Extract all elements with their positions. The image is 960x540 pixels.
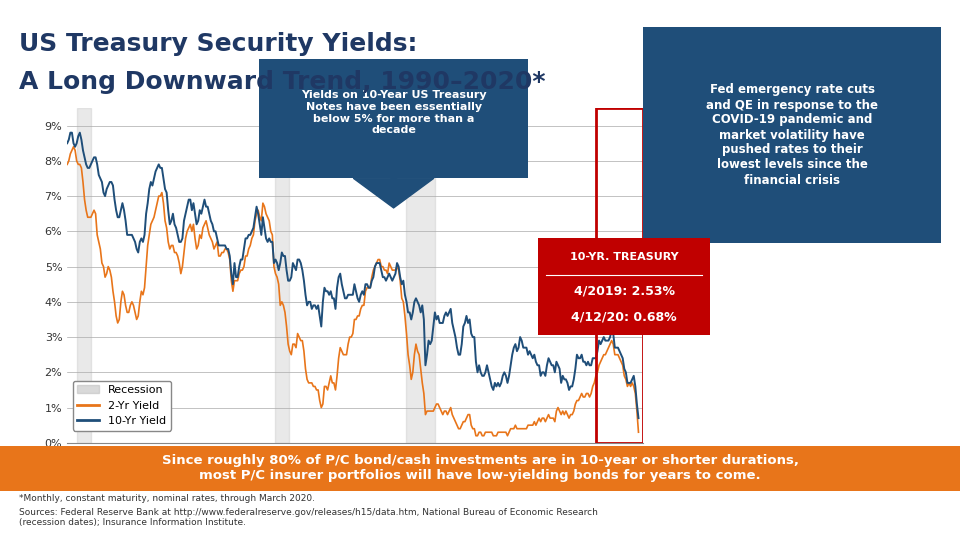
Text: 10-YR. TREASURY: 10-YR. TREASURY [569, 252, 679, 262]
Text: 4/12/20: 0.68%: 4/12/20: 0.68% [571, 311, 677, 324]
Bar [275, 108, 289, 443]
Polygon shape [353, 178, 434, 208]
Text: US Treasury Security Yields:: US Treasury Security Yields: [19, 32, 418, 56]
Text: Sources: Federal Reserve Bank at http://www.federalreserve.gov/releases/h15/data: Sources: Federal Reserve Bank at http://… [19, 508, 598, 517]
Bar [77, 108, 91, 443]
Text: Yields on 10-Year US Treasury
Notes have been essentially
below 5% for more than: Yields on 10-Year US Treasury Notes have… [300, 91, 487, 135]
Text: *Monthly, constant maturity, nominal rates, through March 2020.: *Monthly, constant maturity, nominal rat… [19, 494, 315, 503]
Legend: Recession, 2-Yr Yield, 10-Yr Yield: Recession, 2-Yr Yield, 10-Yr Yield [73, 381, 171, 430]
Text: Since roughly 80% of P/C bond/cash investments are in 10-year or shorter duratio: Since roughly 80% of P/C bond/cash inves… [161, 454, 799, 482]
Polygon shape [643, 243, 703, 282]
Text: Fed emergency rate cuts
and QE in response to the
COVID-19 pandemic and
market v: Fed emergency rate cuts and QE in respon… [706, 84, 878, 186]
Text: (recession dates); Insurance Information Institute.: (recession dates); Insurance Information… [19, 518, 246, 528]
Bar [405, 108, 436, 443]
Text: 4/2019: 2.53%: 4/2019: 2.53% [573, 285, 675, 298]
Text: A Long Downward Trend, 1990–2020*: A Long Downward Trend, 1990–2020* [19, 70, 545, 94]
